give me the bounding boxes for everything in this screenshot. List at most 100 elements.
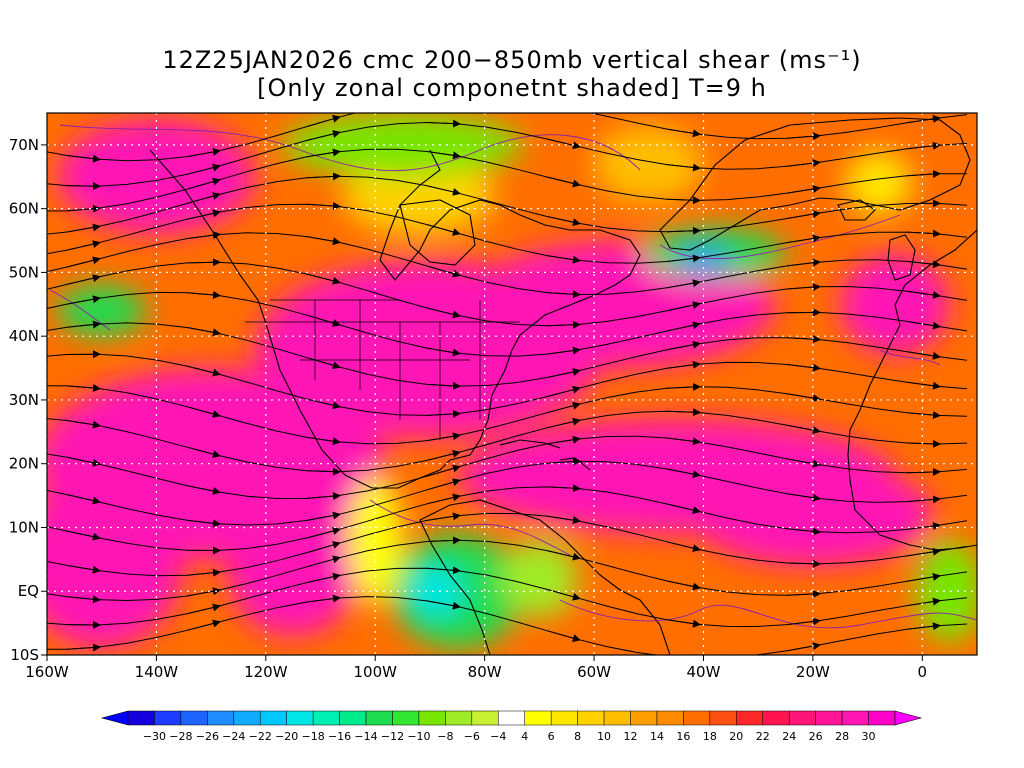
streamline-arrow <box>906 381 941 390</box>
streamline-arrow <box>906 290 941 299</box>
colorbar-label: 14 <box>650 730 664 743</box>
streamline-arrow <box>786 159 821 168</box>
streamline-arrow <box>66 530 101 541</box>
streamline-arrow <box>186 209 221 220</box>
streamline-arrow <box>426 409 461 418</box>
y-tick-label: 30N <box>9 391 39 409</box>
streamline-arrow <box>186 231 221 240</box>
shading-blob <box>342 157 496 235</box>
streamline-arrow <box>66 595 101 604</box>
contour-line <box>879 349 941 366</box>
streamline-arrow <box>66 643 101 652</box>
streamline-arrow <box>786 363 821 372</box>
streamline-arrow <box>546 320 581 329</box>
iceland-coast <box>837 199 876 221</box>
streamline-arrow <box>306 357 341 370</box>
north-america-coast <box>149 149 641 489</box>
streamline-arrow <box>186 587 221 597</box>
streamline-arrow <box>66 204 101 213</box>
shading-blob <box>845 151 912 216</box>
streamline-arrow <box>426 185 461 196</box>
colorbar-label: 10 <box>597 730 611 743</box>
y-tick-label: 70N <box>9 136 39 154</box>
hudson-bay-coast <box>399 199 476 266</box>
shading-blob <box>916 540 977 643</box>
streamline-arrow <box>306 148 341 158</box>
streamline-arrow <box>66 182 101 191</box>
plot-frame <box>46 112 978 656</box>
streamline-arrow <box>186 485 221 495</box>
streamline-arrow <box>426 566 461 575</box>
streamline-arrow <box>546 630 581 642</box>
streamline-arrow <box>786 335 821 344</box>
shading-blob <box>408 565 463 617</box>
streamline-arrow <box>546 368 581 378</box>
colorbar-label: −8 <box>437 730 453 743</box>
colorbar-swatch <box>815 710 843 726</box>
streamline-arrow <box>426 600 461 610</box>
streamline-arrow <box>306 436 341 446</box>
streamline-arrow <box>546 385 581 398</box>
colorbar-label: 26 <box>809 730 823 743</box>
contour-line <box>559 599 977 629</box>
streamline-arrow <box>546 176 581 188</box>
streamline-arrow <box>66 383 101 392</box>
streamline-arrow <box>666 254 701 263</box>
colorbar-label: 28 <box>835 730 849 743</box>
streamline-arrow <box>666 468 701 479</box>
streamline-arrow <box>306 314 341 327</box>
streamline-arrow <box>666 226 701 235</box>
colorbar-label: −24 <box>222 730 245 743</box>
streamline-arrow <box>786 210 821 219</box>
map-title: 12Z25JAN2026 cmc 200−850mb vertical shea… <box>162 46 862 74</box>
contour-line <box>369 499 571 556</box>
colorbar-swatch <box>471 710 499 726</box>
colorbar-label: −14 <box>354 730 377 743</box>
streamline-arrow <box>66 295 101 305</box>
streamline-arrow <box>906 468 941 477</box>
shading-blob <box>57 285 146 337</box>
streamline-arrow <box>666 340 701 351</box>
streamline-arrow <box>186 519 221 528</box>
colorbar-label: −12 <box>381 730 404 743</box>
streamline-arrow <box>906 141 941 150</box>
shading-blob <box>594 125 704 203</box>
colorbar-label: −4 <box>490 730 506 743</box>
streamline-arrow <box>572 113 581 114</box>
colorbar-low-arrow <box>100 710 129 726</box>
shading-blob <box>227 508 359 636</box>
streamline-arrow <box>666 383 701 391</box>
streamline-arrow <box>786 258 821 267</box>
streamline-arrow <box>546 346 581 355</box>
streamline-arrow <box>906 495 941 504</box>
streamline-arrow <box>186 619 221 631</box>
streamline-arrow <box>666 163 701 172</box>
colorbar-swatch <box>233 710 261 726</box>
streamline-arrow <box>666 408 701 417</box>
streamline-arrow <box>906 351 941 360</box>
streamline-arrow <box>426 224 461 236</box>
streamline-arrow <box>186 365 221 377</box>
streamline-arrow <box>426 432 461 442</box>
colorbar-swatch <box>762 710 790 726</box>
streamline-arrow <box>66 240 101 251</box>
x-axis: 160W 140W 120W 100W 80W 60W 40W 20W 0 <box>25 655 927 681</box>
colorbar-swatch <box>736 710 764 726</box>
colorbar-label: 24 <box>782 730 796 743</box>
streamline-arrow <box>186 327 221 337</box>
colorbar-swatch <box>127 710 155 726</box>
streamline-arrow <box>426 381 461 390</box>
streamline-arrow <box>426 347 461 357</box>
streamline-arrow <box>186 290 221 299</box>
streamline-arrow <box>666 503 701 514</box>
streamline-arrow <box>786 283 821 292</box>
colorbar-swatch <box>630 710 658 726</box>
streamline-arrow <box>786 424 821 435</box>
streamline-arrow <box>306 511 341 521</box>
colorbar-label: −28 <box>169 730 192 743</box>
colorbar-label: −30 <box>143 730 166 743</box>
streamline-arrow <box>66 320 101 329</box>
colorbar-swatch <box>259 710 287 726</box>
colorbar-label: −22 <box>249 730 272 743</box>
shading-blob <box>676 246 731 273</box>
